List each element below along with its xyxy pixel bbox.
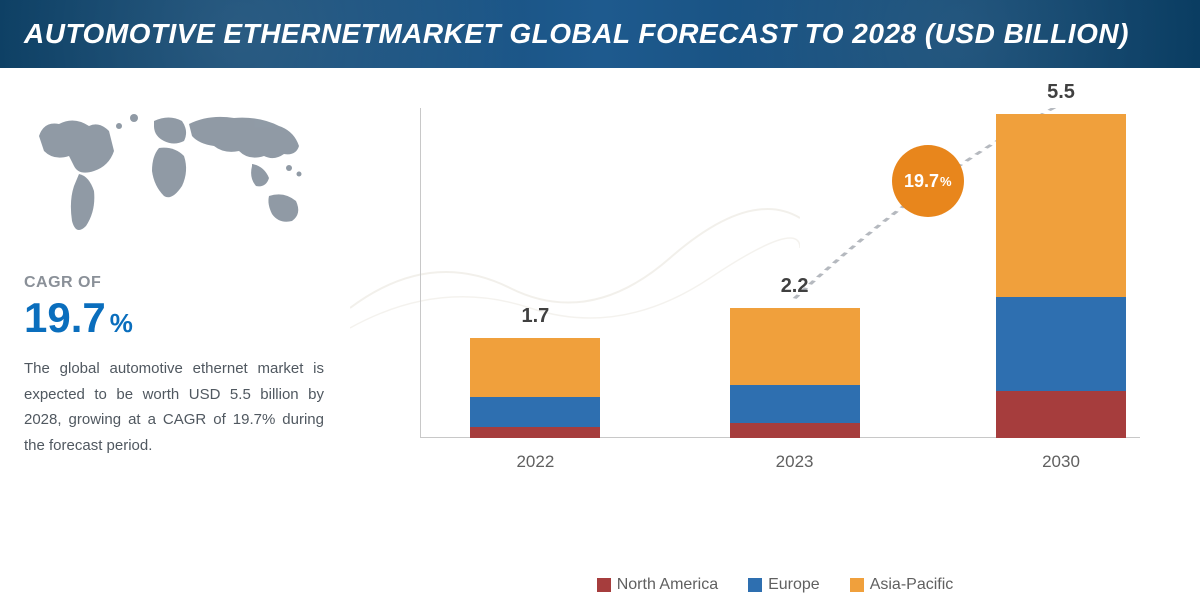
left-panel: CAGR OF 19.7% The global automotive ethe… [0, 68, 350, 598]
bar-total-label: 2.2 [730, 275, 860, 298]
cagr-percent-sign: % [110, 308, 133, 339]
content-area: CAGR OF 19.7% The global automotive ethe… [0, 68, 1200, 598]
legend-swatch [748, 578, 762, 592]
bar-stack [730, 308, 860, 438]
chart-area: 19.7% 1.720222.220235.52030 [360, 88, 1170, 508]
cagr-label: CAGR OF [24, 274, 326, 292]
bar-stack [470, 338, 600, 438]
bar-group: 1.72022 [470, 338, 600, 438]
header-banner: AUTOMOTIVE ETHERNETMARKET GLOBAL FORECAS… [0, 0, 1200, 68]
chart-panel: 19.7% 1.720222.220235.52030 North Americ… [350, 68, 1200, 598]
legend-label: North America [617, 576, 718, 594]
bar-group: 2.22023 [730, 308, 860, 438]
bar-segment [730, 308, 860, 385]
bar-x-label: 2023 [730, 438, 860, 472]
bar-stack [996, 114, 1126, 438]
legend-item: Europe [748, 576, 820, 594]
bar-segment [996, 114, 1126, 297]
bar-segment [996, 391, 1126, 438]
bar-total-label: 1.7 [470, 305, 600, 328]
bar-segment [470, 397, 600, 428]
legend-label: Asia-Pacific [870, 576, 954, 594]
description-text: The global automotive ethernet market is… [24, 356, 324, 458]
plot-region: 19.7% 1.72022 2.22023 5.52030 [420, 108, 1140, 438]
cagr-bubble: 19.7% [892, 145, 964, 217]
bar-x-label: 2030 [996, 438, 1126, 472]
world-map-icon [24, 96, 324, 246]
bar-x-label: 2022 [470, 438, 600, 472]
bubble-percent-sign: % [940, 174, 952, 189]
bar-group: 5.52030 [996, 114, 1126, 438]
legend-item: Asia-Pacific [850, 576, 954, 594]
bar-segment [996, 297, 1126, 391]
bar-segment [730, 385, 860, 423]
legend-item: North America [597, 576, 718, 594]
bar-total-label: 5.5 [996, 81, 1126, 104]
bubble-value: 19.7 [904, 171, 939, 192]
legend-swatch [850, 578, 864, 592]
cagr-number: 19.7 [24, 294, 106, 342]
bar-segment [470, 427, 600, 438]
page-title: AUTOMOTIVE ETHERNETMARKET GLOBAL FORECAS… [24, 18, 1176, 50]
legend-swatch [597, 578, 611, 592]
legend-label: Europe [768, 576, 820, 594]
bar-segment [730, 423, 860, 438]
chart-legend: North America Europe Asia-Pacific [350, 576, 1200, 594]
bar-segment [470, 338, 600, 397]
cagr-value: 19.7% [24, 294, 326, 342]
